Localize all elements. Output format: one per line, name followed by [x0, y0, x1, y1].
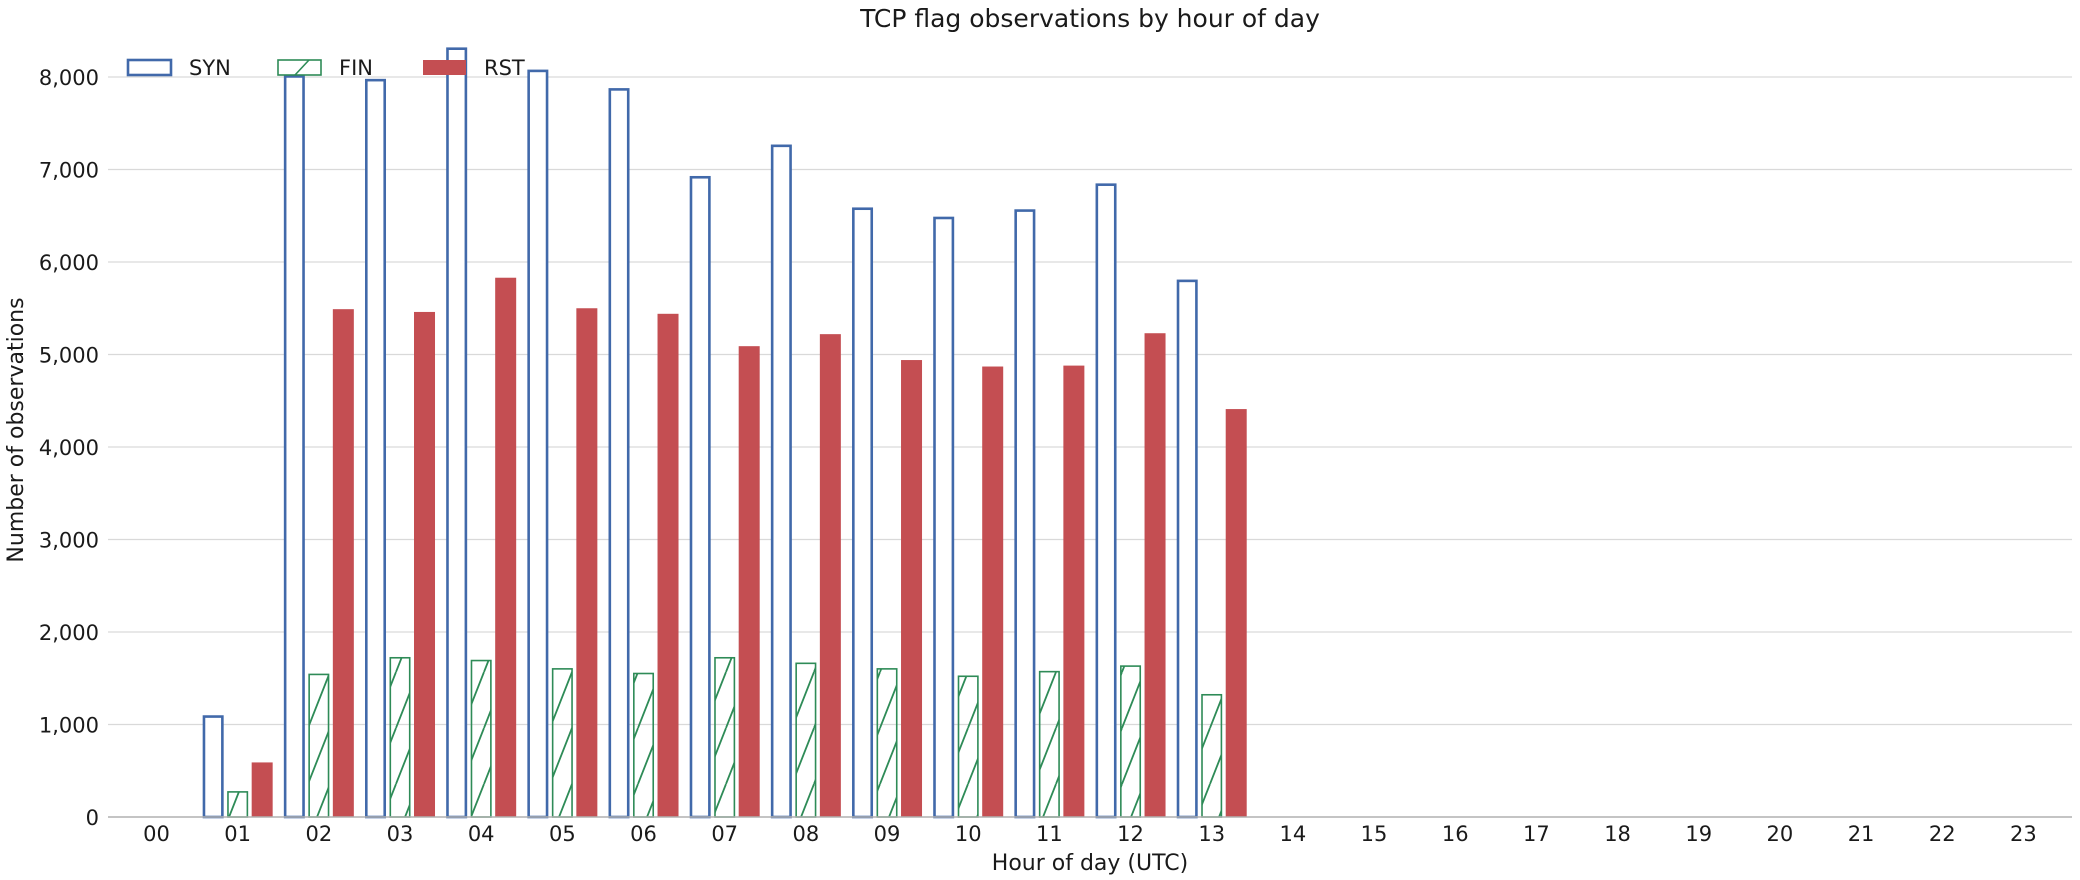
bar-fin	[714, 656, 736, 818]
legend-label: RST	[484, 56, 525, 80]
x-tick-label: 12	[1117, 822, 1144, 846]
x-tick-label: 02	[305, 822, 332, 846]
legend: SYN FIN RST	[126, 56, 525, 80]
bar-fin	[795, 662, 817, 818]
bar-fin	[551, 668, 573, 818]
bar-syn	[446, 47, 468, 819]
y-tick-label: 0	[86, 806, 99, 830]
bar-rst	[819, 334, 841, 817]
x-tick-label: 22	[1929, 822, 1956, 846]
x-tick-label: 21	[1848, 822, 1875, 846]
y-tick-label: 7,000	[39, 159, 99, 183]
bar-fin	[1038, 670, 1060, 818]
bar-fin	[876, 668, 898, 818]
legend-swatch-fin	[277, 59, 322, 76]
y-tick-label: 4,000	[39, 436, 99, 460]
y-tick-label: 5,000	[39, 344, 99, 368]
bar-rst	[1063, 365, 1085, 817]
legend-label: FIN	[339, 56, 373, 80]
x-axis-label: Hour of day (UTC)	[992, 851, 1188, 876]
y-tick-label: 3,000	[39, 529, 99, 553]
bar-fin	[227, 791, 249, 818]
bar-syn	[1176, 279, 1198, 819]
bar-syn	[1014, 209, 1036, 819]
y-tick-label: 8,000	[39, 66, 99, 90]
bar-rst	[657, 313, 679, 817]
x-tick-label: 07	[711, 822, 738, 846]
bar-syn	[852, 207, 874, 819]
x-tick-label: 06	[630, 822, 657, 846]
chart-title: TCP flag observations by hour of day	[859, 4, 1320, 33]
bar-fin	[957, 675, 979, 818]
x-tick-label: 15	[1361, 822, 1388, 846]
x-tick-label: 00	[143, 822, 170, 846]
x-tick-label: 08	[792, 822, 819, 846]
x-tick-label: 17	[1523, 822, 1550, 846]
x-tick-label: 05	[549, 822, 576, 846]
bar-rst	[1225, 409, 1247, 817]
bar-syn	[365, 78, 387, 819]
bar-rst	[576, 308, 598, 817]
bar-fin	[1201, 693, 1223, 818]
bar-syn	[1095, 183, 1117, 819]
bar-fin	[633, 672, 655, 818]
legend-label: SYN	[189, 56, 231, 80]
x-tick-label: 11	[1036, 822, 1063, 846]
x-tick-label: 10	[955, 822, 982, 846]
bar-rst	[982, 366, 1004, 817]
y-tick-label: 1,000	[39, 714, 99, 738]
bar-fin	[470, 659, 492, 818]
bar-rst	[332, 309, 354, 817]
legend-swatch-syn	[126, 58, 173, 77]
bar-rst	[495, 277, 517, 818]
gridlines	[108, 76, 2072, 726]
y-tick-label: 6,000	[39, 251, 99, 275]
y-tick-label: 2,000	[39, 621, 99, 645]
y-axis-label: Number of observations	[4, 297, 29, 562]
x-axis-ticks: 00 01 02 03 04 05 06 07 08 09 10 11 12 13 14 15 16 17 18 19…	[143, 822, 2037, 846]
bars	[202, 47, 1247, 819]
bar-rst	[1144, 333, 1166, 817]
bar-fin	[308, 673, 330, 818]
bar-syn	[689, 175, 711, 819]
x-tick-label: 03	[387, 822, 414, 846]
x-tick-label: 16	[1442, 822, 1469, 846]
x-tick-label: 20	[1767, 822, 1794, 846]
y-axis-ticks: 0 1,000 2,000 3,000 4,000 5,000 6,000 7,000 8,00…	[39, 66, 99, 830]
x-tick-label: 09	[874, 822, 901, 846]
bar-syn	[283, 75, 305, 819]
x-tick-label: 18	[1604, 822, 1631, 846]
x-tick-label: 04	[468, 822, 495, 846]
bar-syn	[770, 144, 792, 819]
x-tick-label: 01	[224, 822, 251, 846]
bar-rst	[738, 346, 760, 817]
bar-rst	[414, 311, 436, 817]
x-tick-label: 19	[1685, 822, 1712, 846]
bar-rst	[901, 360, 923, 817]
x-tick-label: 13	[1198, 822, 1225, 846]
bar-syn	[933, 216, 955, 819]
bar-syn	[202, 715, 224, 819]
x-tick-label: 23	[2010, 822, 2037, 846]
bar-rst	[251, 762, 273, 817]
bar-fin	[1120, 665, 1142, 818]
bar-syn	[608, 88, 630, 819]
bar-syn	[527, 69, 549, 819]
bar-fin	[389, 656, 411, 818]
legend-swatch-rst	[423, 60, 466, 75]
x-tick-label: 14	[1280, 822, 1307, 846]
